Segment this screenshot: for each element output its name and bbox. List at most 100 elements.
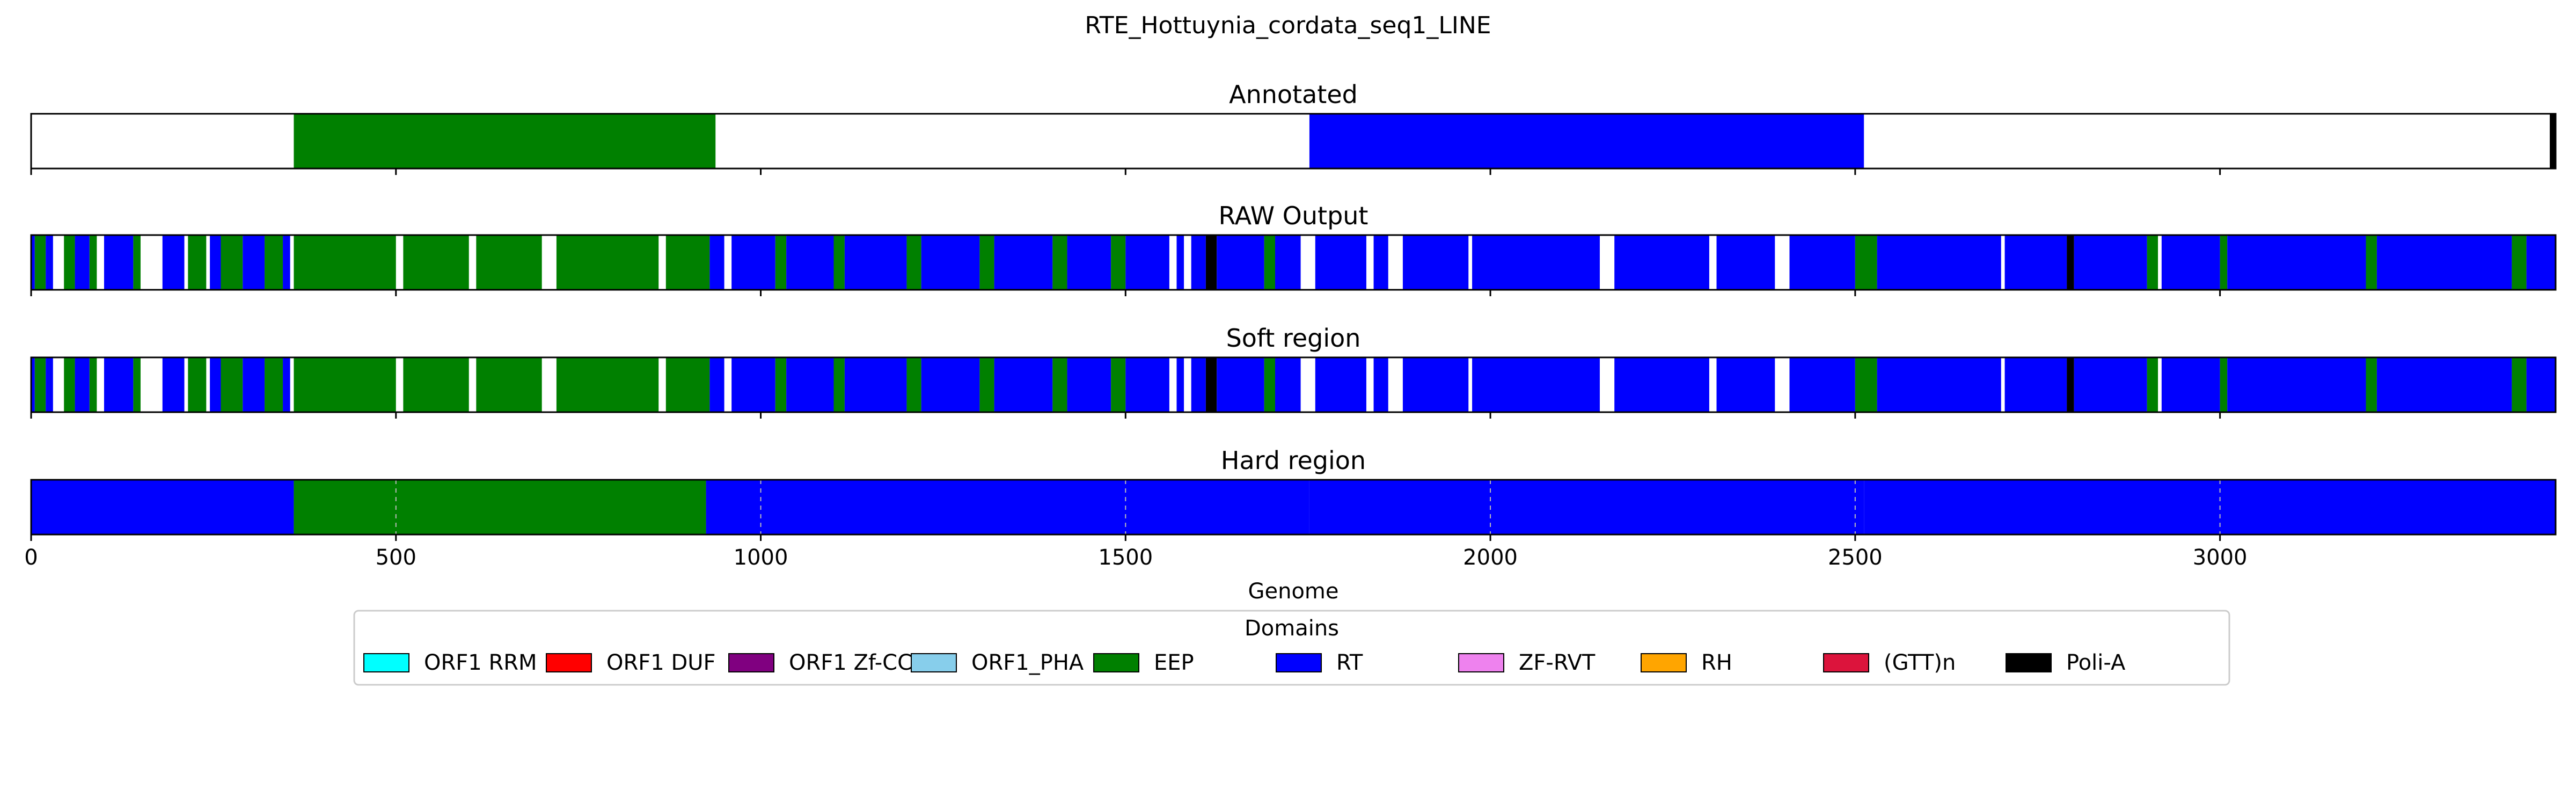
- segment-eep: [403, 235, 469, 290]
- chart-title: RTE_Hottuynia_cordata_seq1_LINE: [1085, 12, 1491, 39]
- segment-poli-a: [2067, 357, 2074, 412]
- segment-eep: [89, 235, 97, 290]
- segment-eep: [133, 235, 141, 290]
- segment-eep: [1052, 235, 1067, 290]
- segment-eep: [294, 114, 716, 169]
- segment-rt: [1176, 235, 1184, 290]
- x-axis-label: Genome: [1248, 579, 1338, 604]
- legend-swatch-eep: [1093, 653, 1139, 672]
- legend-label: (GTT)n: [1884, 650, 1956, 675]
- segment-rt: [1472, 357, 1600, 412]
- segment-eep: [775, 357, 787, 412]
- segment-rt: [1864, 480, 2556, 535]
- segment-eep: [2220, 235, 2228, 290]
- segment-rt: [1176, 357, 1184, 412]
- legend-swatch-zf-rvt: [1458, 653, 1504, 672]
- segment-rt: [104, 235, 134, 290]
- segment-rt: [1315, 235, 1366, 290]
- segment-eep: [188, 235, 207, 290]
- segment-rt: [1275, 235, 1301, 290]
- segment-eep: [221, 357, 243, 412]
- segment-rt: [1614, 357, 1709, 412]
- segment-eep: [906, 235, 921, 290]
- segment-eep: [2147, 235, 2158, 290]
- segment-rt: [731, 235, 775, 290]
- legend-label: EEP: [1154, 650, 1194, 675]
- track-title: Soft region: [1226, 324, 1361, 353]
- segment-eep: [265, 357, 283, 412]
- segment-eep: [294, 357, 396, 412]
- segment-rt: [2526, 357, 2556, 412]
- segment-rt: [1315, 357, 1366, 412]
- segment-rt: [31, 235, 35, 290]
- segment-eep: [775, 235, 787, 290]
- segment-eep: [34, 357, 46, 412]
- segment-rt: [709, 357, 724, 412]
- segment-rt: [2004, 357, 2067, 412]
- segment-eep: [2366, 357, 2377, 412]
- segment-eep: [979, 235, 994, 290]
- segment-eep: [833, 357, 845, 412]
- segment-rt: [243, 357, 265, 412]
- segment-rt: [1191, 357, 1206, 412]
- segment-rt: [1716, 357, 1775, 412]
- legend-swatch-orf1-duf: [546, 653, 592, 672]
- segment-eep: [2512, 357, 2527, 412]
- segment-rt: [1402, 357, 1469, 412]
- segment-rt: [46, 357, 53, 412]
- segment-rt: [994, 357, 1053, 412]
- segment-rt: [31, 357, 35, 412]
- segment-rt: [2074, 357, 2147, 412]
- segment-eep: [265, 235, 283, 290]
- legend-swatch-orf1-zf-cchc: [728, 653, 774, 672]
- segment-eep: [1264, 357, 1276, 412]
- legend-swatch-orf1-rrm: [363, 653, 409, 672]
- segment-eep: [89, 357, 97, 412]
- segment-rt: [921, 357, 980, 412]
- segment-poli-a: [2550, 114, 2556, 169]
- segment-rt: [994, 235, 1053, 290]
- segment-rt: [709, 235, 724, 290]
- segment-eep: [294, 480, 706, 535]
- segment-rt: [210, 357, 221, 412]
- segment-eep: [476, 357, 542, 412]
- legend-label: ORF1 RRM: [424, 650, 537, 675]
- segment-rt: [210, 235, 221, 290]
- segment-rt: [1877, 235, 2001, 290]
- segment-rt: [1067, 235, 1111, 290]
- segment-rt: [1125, 357, 1169, 412]
- segment-rt: [1716, 235, 1775, 290]
- segment-rt: [1125, 235, 1169, 290]
- track-hard-region: Hard region: [30, 446, 2557, 541]
- legend-label: ORF1_PHA: [971, 650, 1084, 675]
- segment-rt: [1067, 357, 1111, 412]
- tracks: Annotated RAW Output Soft region Hard regio…: [30, 80, 2557, 541]
- x-tick-label: 500: [376, 545, 416, 570]
- track-frame: [30, 113, 2557, 170]
- track-frame: [30, 356, 2557, 413]
- segment-rt: [921, 235, 980, 290]
- track-raw-output: RAW Output: [30, 201, 2557, 296]
- track-annotated: Annotated: [30, 80, 2557, 175]
- segment-rt: [1472, 235, 1600, 290]
- legend-label: RT: [1336, 650, 1363, 675]
- legend-box: [353, 610, 2230, 686]
- segment-eep: [665, 357, 710, 412]
- segment-eep: [294, 235, 396, 290]
- segment-eep: [1855, 357, 1877, 412]
- segment-rt: [104, 357, 134, 412]
- x-tick-label: 3000: [2193, 545, 2248, 570]
- segment-rt: [2227, 357, 2366, 412]
- segment-rt: [2227, 235, 2366, 290]
- segment-eep: [1052, 357, 1067, 412]
- segment-rt: [2526, 235, 2556, 290]
- segment-eep: [34, 235, 46, 290]
- segment-eep: [1111, 357, 1126, 412]
- segment-rt: [162, 235, 185, 290]
- segment-eep: [133, 357, 141, 412]
- segment-rt: [2074, 235, 2147, 290]
- segment-eep: [1855, 235, 1877, 290]
- segment-eep: [979, 357, 994, 412]
- segment-eep: [188, 357, 207, 412]
